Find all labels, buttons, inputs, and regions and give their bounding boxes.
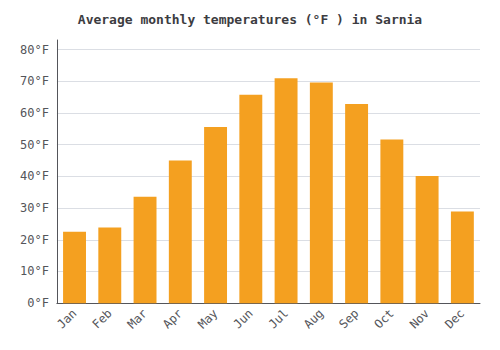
svg-text:Aug: Aug xyxy=(301,306,326,331)
svg-text:60°F: 60°F xyxy=(20,106,49,120)
svg-text:Jan: Jan xyxy=(54,306,79,331)
svg-text:10°F: 10°F xyxy=(20,264,49,278)
svg-text:Feb: Feb xyxy=(90,306,115,331)
svg-text:Apr: Apr xyxy=(160,306,185,331)
svg-text:Dec: Dec xyxy=(442,306,467,331)
svg-text:Sep: Sep xyxy=(336,306,361,331)
svg-text:May: May xyxy=(195,306,220,331)
svg-text:30°F: 30°F xyxy=(20,201,49,215)
svg-text:50°F: 50°F xyxy=(20,138,49,152)
svg-text:Jul: Jul xyxy=(266,306,291,331)
svg-text:20°F: 20°F xyxy=(20,233,49,247)
svg-text:Jun: Jun xyxy=(231,306,256,331)
svg-text:40°F: 40°F xyxy=(20,169,49,183)
svg-text:80°F: 80°F xyxy=(20,43,49,57)
svg-text:70°F: 70°F xyxy=(20,74,49,88)
svg-text:0°F: 0°F xyxy=(27,296,49,310)
svg-text:Average monthly temperatures (: Average monthly temperatures (°F ) in Sa… xyxy=(78,12,423,27)
svg-text:Nov: Nov xyxy=(407,306,432,331)
svg-text:Mar: Mar xyxy=(125,306,150,331)
svg-text:Oct: Oct xyxy=(372,306,397,331)
